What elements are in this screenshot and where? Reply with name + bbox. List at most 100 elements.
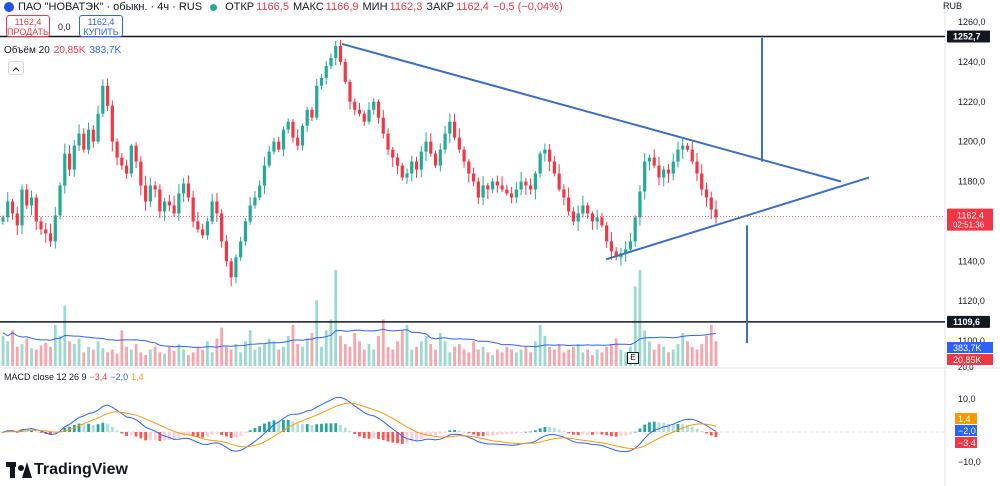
macd-hist-bar bbox=[510, 432, 514, 435]
candle-body bbox=[262, 165, 267, 186]
volume-bar bbox=[448, 352, 452, 366]
macd-hist-bar bbox=[1, 432, 5, 433]
macd-indicator-label[interactable]: MACD close 12 26 9 −3,4 −2,0 1,4 bbox=[4, 372, 144, 382]
macd-hist-bar bbox=[438, 432, 442, 435]
volume-bar bbox=[514, 352, 518, 366]
macd-hist-bar bbox=[158, 432, 162, 442]
macd-hist-bar bbox=[709, 432, 713, 436]
sell-button[interactable]: 1162,4 ПРОДАТЬ bbox=[6, 15, 50, 37]
symbol-title[interactable]: ПАО "НОВАТЭК" · обыкн. · 4ч · RUS bbox=[18, 1, 203, 13]
candle-body bbox=[329, 57, 333, 66]
macd-hist-bar bbox=[610, 432, 613, 437]
macd-hist-bar bbox=[129, 432, 133, 436]
price-tick-label: 1260,0 bbox=[958, 17, 986, 27]
candle-body bbox=[110, 105, 114, 142]
drawings bbox=[0, 35, 945, 344]
candle-body bbox=[215, 201, 219, 214]
volume-bar bbox=[172, 350, 176, 366]
candle-body bbox=[348, 81, 352, 102]
volume-bar bbox=[291, 324, 295, 366]
candle-body bbox=[372, 101, 376, 110]
candle-body bbox=[182, 183, 186, 194]
macd-hist-bar bbox=[220, 432, 224, 435]
volume-badge-2-label: 20,85K bbox=[953, 355, 982, 365]
candle-body bbox=[395, 157, 400, 166]
candle-body bbox=[576, 213, 580, 222]
volume-badge-1-label: 383,7K bbox=[953, 343, 982, 353]
volume-name: Объём 20 bbox=[4, 45, 50, 56]
macd-hist-bar bbox=[690, 426, 694, 432]
candle-body bbox=[10, 201, 15, 214]
volume-bar bbox=[91, 349, 95, 366]
candle-body bbox=[433, 153, 438, 166]
macd-hist-bar bbox=[624, 432, 628, 436]
candle-body bbox=[115, 141, 119, 158]
macd-hist-bar bbox=[600, 432, 604, 435]
tradingview-logo[interactable]: TradingView bbox=[6, 461, 128, 479]
candle-body bbox=[20, 189, 24, 226]
volume-bar bbox=[68, 341, 71, 366]
macd-hist-bar bbox=[286, 419, 290, 432]
candle-body bbox=[72, 145, 76, 170]
buy-button[interactable]: 1162,4 КУПИТЬ bbox=[79, 15, 123, 37]
volume-bar bbox=[358, 341, 361, 366]
macd-hist-bar bbox=[667, 423, 670, 432]
candle-body bbox=[310, 109, 314, 118]
candle-body bbox=[381, 117, 385, 134]
candle-body bbox=[243, 221, 248, 242]
last-price-badge bbox=[947, 208, 993, 231]
volume-bar bbox=[453, 346, 456, 366]
macd-hist-bar bbox=[244, 432, 247, 434]
earnings-marker[interactable]: E bbox=[627, 352, 639, 364]
macd-hist-bar bbox=[576, 432, 580, 436]
candle-body bbox=[524, 181, 528, 186]
candle-body bbox=[657, 165, 661, 178]
volume-bar bbox=[567, 349, 571, 366]
candle-body bbox=[286, 121, 290, 130]
volume-bar bbox=[676, 344, 680, 366]
collapse-indicators-button[interactable] bbox=[8, 61, 24, 75]
macd-hist-bar bbox=[201, 432, 205, 438]
macd-hist-bar bbox=[548, 427, 552, 432]
volume-indicator-label[interactable]: Объём 20 20,85K 383,7K bbox=[4, 45, 121, 56]
volume-bar bbox=[87, 346, 90, 366]
macd-hist-bar bbox=[101, 422, 105, 432]
candle-body bbox=[120, 157, 124, 166]
candle-body bbox=[167, 201, 171, 206]
volume-bar bbox=[648, 341, 651, 366]
candle-body bbox=[490, 181, 495, 190]
candle-body bbox=[586, 205, 590, 214]
candle-body bbox=[15, 213, 19, 226]
macd-badge bbox=[955, 413, 977, 424]
candle-body bbox=[676, 149, 680, 162]
macd-hist-bar bbox=[144, 432, 147, 441]
volume-bar bbox=[353, 333, 357, 366]
macd-signal-line bbox=[2, 402, 717, 449]
volume-bar bbox=[457, 344, 461, 366]
candle-body bbox=[272, 141, 276, 152]
volume-bar bbox=[215, 338, 219, 366]
candle-body bbox=[129, 145, 133, 174]
volume-bar bbox=[229, 349, 233, 366]
volume-bar bbox=[11, 330, 14, 366]
candle-body bbox=[467, 161, 471, 174]
candle-body bbox=[248, 205, 252, 222]
volume-bar bbox=[201, 349, 205, 366]
volume-bar bbox=[348, 346, 352, 366]
brand-name: TradingView bbox=[34, 461, 128, 478]
macd-hist-bar bbox=[15, 432, 19, 433]
candle-body bbox=[96, 113, 100, 142]
macd-hist-bar bbox=[225, 432, 228, 437]
candle-body bbox=[158, 189, 162, 212]
candle-body bbox=[410, 161, 414, 174]
macd-hist-bar bbox=[700, 431, 704, 432]
volume-bar bbox=[495, 349, 499, 366]
high-label: МАКС bbox=[292, 1, 324, 13]
volume-bar bbox=[438, 333, 442, 366]
candle-body bbox=[557, 173, 561, 190]
volume-bar bbox=[225, 346, 228, 366]
currency-label[interactable]: RUB bbox=[942, 1, 962, 11]
level-badge bbox=[947, 315, 990, 328]
price-tick-label: 1180,0 bbox=[958, 177, 985, 187]
